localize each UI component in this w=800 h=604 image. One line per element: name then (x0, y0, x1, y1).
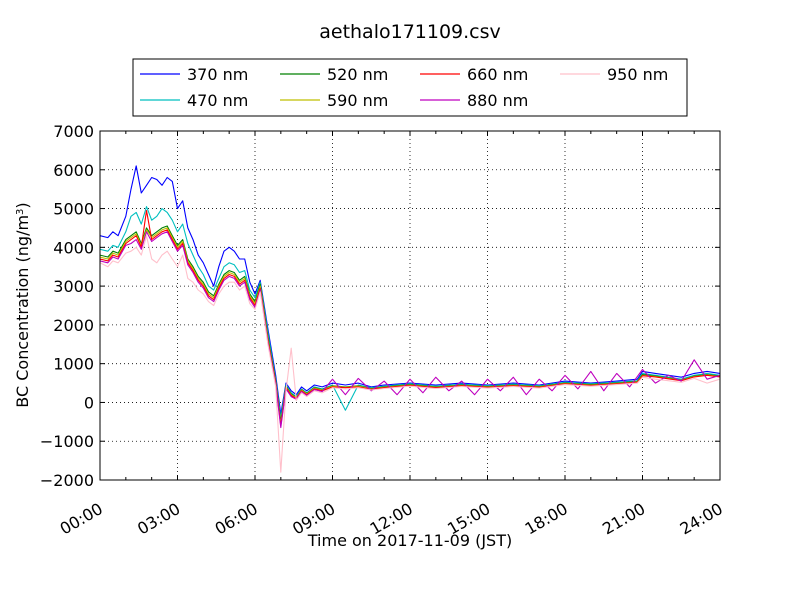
y-tick-label: 4000 (53, 238, 94, 257)
y-axis-label-end: ) (13, 202, 32, 208)
y-tick-label: 0 (84, 393, 94, 412)
series-line-880-nm (100, 231, 720, 429)
y-tick-label: 2000 (53, 316, 94, 335)
y-tick-label: 3000 (53, 277, 94, 296)
ticks (99, 130, 721, 481)
legend-label: 950 nm (607, 65, 668, 84)
chart-title: aethalo171109.csv (319, 21, 501, 43)
y-tick-label: −1000 (40, 432, 94, 451)
y-tick-label: 7000 (53, 122, 94, 141)
y-axis-label-sup: 3 (15, 209, 26, 215)
series-line-370-nm (100, 165, 720, 415)
legend-label: 880 nm (467, 91, 528, 110)
series-line-950-nm (100, 235, 720, 473)
legend: 370 nm 470 nm 520 nm 590 nm 660 nm 880 nm 950 … (132, 58, 688, 117)
legend-label: 470 nm (187, 91, 248, 110)
series-layer (100, 165, 720, 473)
legend-label: 660 nm (467, 65, 528, 84)
x-axis-label: Time on 2017-11-09 (JST) (307, 531, 512, 550)
y-tick-label: 1000 (53, 355, 94, 374)
legend-label: 520 nm (327, 65, 388, 84)
grid (100, 131, 720, 480)
y-axis-label: BC Concentration (ng/m3) (13, 202, 32, 407)
y-tick-label: 6000 (53, 161, 94, 180)
legend-box (132, 58, 688, 117)
legend-label: 590 nm (327, 91, 388, 110)
legend-label: 370 nm (187, 65, 248, 84)
series-line-470-nm (100, 206, 720, 419)
y-tick-label: −2000 (40, 471, 94, 490)
y-tick-label: 5000 (53, 200, 94, 219)
y-axis-label-main: BC Concentration (ng/m (13, 215, 32, 408)
